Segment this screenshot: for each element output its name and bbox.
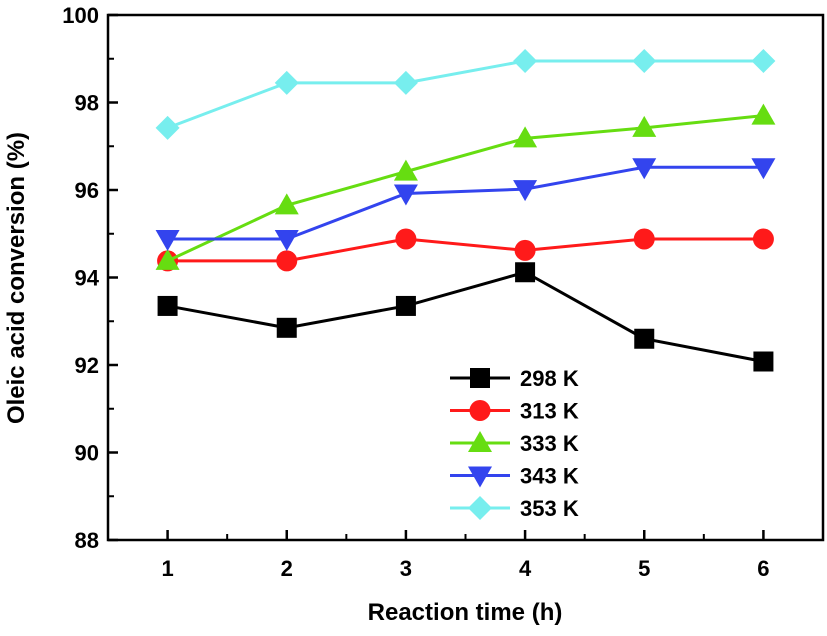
data-point [274,230,299,251]
data-point [395,295,416,316]
series-298-k [157,262,774,372]
data-point [274,193,299,215]
data-point [393,70,418,95]
data-point [632,48,657,73]
data-point [513,126,538,148]
legend-marker [468,466,492,488]
data-point [276,250,298,272]
legend-label: 313 K [520,399,579,424]
legend-item: 333 K [450,431,579,456]
y-tick-label: 92 [75,353,99,378]
data-point [395,228,417,250]
data-point [155,248,180,270]
plot-frame [106,13,825,542]
series-313-k [157,228,774,272]
x-tick-label: 3 [400,556,412,581]
x-axis-title: Reaction time (h) [368,599,563,626]
data-point [155,115,180,140]
y-tick-label: 96 [75,178,99,203]
data-point [393,159,418,181]
data-point [276,317,297,338]
series-line [167,59,764,130]
x-tick-label: 4 [519,556,532,581]
series-layer [155,48,776,372]
data-point [632,158,657,180]
data-point [633,228,655,250]
data-point [634,328,655,349]
data-point [157,295,178,316]
data-point [752,228,774,250]
legend-item: 353 K [450,496,579,521]
legend-label: 343 K [520,464,579,489]
data-point [514,239,536,261]
legend-item: 313 K [450,399,579,424]
x-tick-label: 5 [638,556,650,581]
series-line [167,237,764,263]
y-tick-label: 88 [75,528,99,553]
y-tick-label: 98 [75,91,99,116]
x-tick-label: 6 [757,556,769,581]
data-point [513,48,538,73]
x-tick-label: 2 [281,556,293,581]
data-point [751,158,776,180]
legend-marker [469,400,491,421]
data-point [751,48,776,73]
legend-item: 298 K [450,366,579,391]
data-point [393,184,418,206]
legend-marker [468,431,492,452]
series-line [166,114,764,263]
legend-marker [468,496,492,520]
legend: 298 K 313 K 333 K 343 K 353 K [450,366,579,521]
series-353-k [155,48,776,140]
series-line [167,165,764,241]
series-343-k [155,158,776,251]
y-tick-label: 90 [75,441,99,466]
legend-label: 353 K [520,496,579,521]
legend-marker [470,368,490,388]
data-point [515,262,536,283]
legend-label: 333 K [520,431,579,456]
data-point [751,103,776,125]
data-point [753,351,774,372]
legend-label: 298 K [520,366,579,391]
y-axis-title: Oleic acid conversion (%) [3,132,30,424]
series-line [167,270,764,363]
y-tick-label: 100 [62,3,99,28]
data-point [274,70,299,95]
y-tick-label: 94 [75,266,100,291]
series-333-k [155,103,776,270]
data-point [513,180,538,202]
data-point [155,230,180,251]
data-point [632,115,657,137]
legend-item: 343 K [450,464,579,489]
x-tick-label: 1 [161,556,173,581]
axes: 88 90 92 94 96 98 100 1 2 3 4 5 6 [62,3,825,581]
